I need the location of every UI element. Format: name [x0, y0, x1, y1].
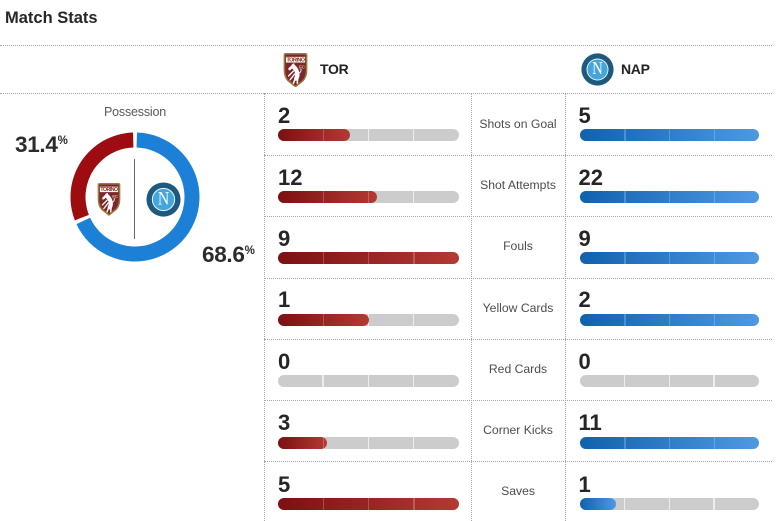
svg-text:N: N	[592, 58, 603, 78]
svg-text:N: N	[158, 188, 169, 209]
svg-text:TORINO: TORINO	[286, 57, 304, 63]
svg-text:TORINO: TORINO	[100, 187, 118, 193]
svg-text:FC: FC	[299, 65, 306, 70]
svg-text:FC: FC	[112, 194, 119, 199]
